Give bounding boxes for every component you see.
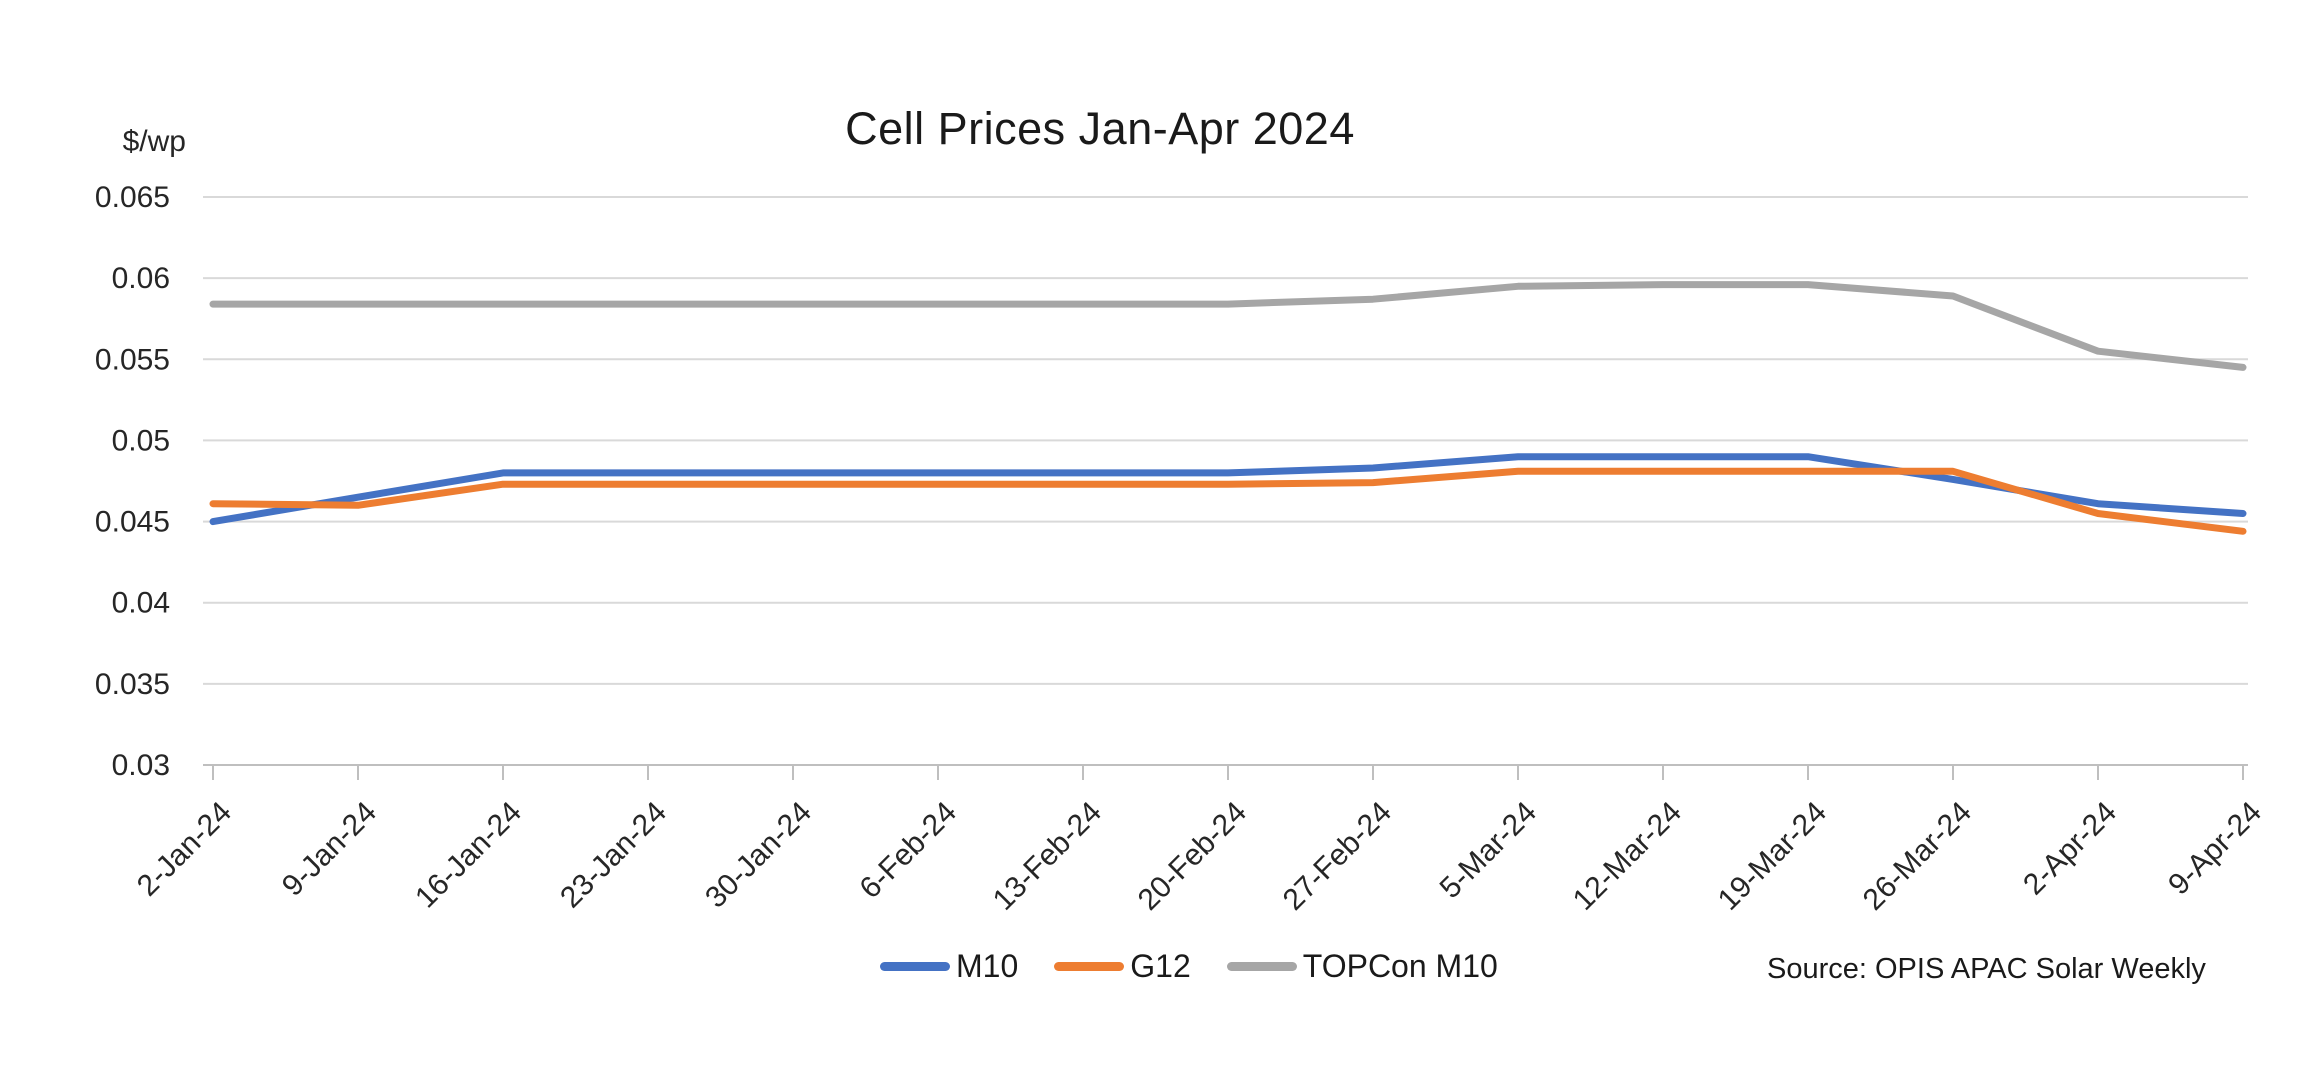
x-tick-label: 5-Mar-24 [1434, 796, 1543, 905]
series-line-topcon-m10 [209, 281, 2247, 371]
y-tick-label: 0.035 [95, 668, 170, 701]
legend-label-g12: G12 [1130, 948, 1191, 984]
legend-item-topcon-m10: TOPCon M10 [1226, 948, 1498, 985]
series-line-g12 [209, 467, 2247, 535]
legend-label-m10: M10 [956, 948, 1019, 984]
x-tick-label: 6-Feb-24 [854, 796, 963, 905]
topcon-m10-line-swatch [1226, 962, 1297, 971]
x-tick-label: 16-Jan-24 [409, 796, 528, 915]
legend-item-g12: G12 [1054, 948, 1191, 985]
x-tick-label: 13-Feb-24 [987, 796, 1108, 917]
x-tick-label: 9-Apr-24 [2162, 796, 2268, 902]
y-tick-label: 0.06 [112, 262, 170, 295]
y-tick-label: 0.04 [112, 587, 170, 620]
g12-line-swatch [1054, 962, 1125, 971]
y-tick-label: 0.065 [95, 181, 170, 214]
chart-legend: M10 G12 TOPCon M10 [880, 948, 1498, 985]
y-tick-label: 0.03 [112, 749, 170, 782]
y-tick-label: 0.05 [112, 424, 170, 457]
x-tick-label: 12-Mar-24 [1567, 796, 1688, 917]
x-tick-label: 2-Apr-24 [2017, 796, 2123, 902]
y-tick-label: 0.045 [95, 506, 170, 539]
x-tick-label: 27-Feb-24 [1277, 796, 1398, 917]
legend-item-m10: M10 [880, 948, 1018, 985]
x-tick-label: 2-Jan-24 [131, 796, 238, 903]
legend-label-topcon-m10: TOPCon M10 [1302, 948, 1498, 984]
x-tick-label: 9-Jan-24 [276, 796, 383, 903]
x-tick-label: 23-Jan-24 [554, 796, 673, 915]
x-tick-label: 26-Mar-24 [1857, 796, 1978, 917]
x-tick-label: 30-Jan-24 [699, 796, 818, 915]
x-tick-label: 20-Feb-24 [1132, 796, 1253, 917]
y-axis-unit-label: $/wp [122, 125, 186, 158]
chart-title: Cell Prices Jan-Apr 2024 [845, 103, 1355, 154]
m10-line-swatch [880, 962, 950, 971]
y-tick-label: 0.055 [95, 343, 170, 376]
series-line-m10 [209, 453, 2247, 526]
x-tick-label: 19-Mar-24 [1712, 796, 1833, 917]
source-attribution: Source: OPIS APAC Solar Weekly [1767, 953, 2206, 985]
